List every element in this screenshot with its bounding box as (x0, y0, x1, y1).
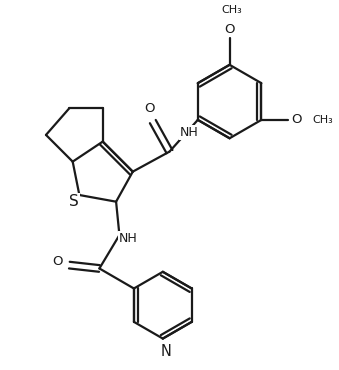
Text: NH: NH (118, 232, 137, 245)
Text: O: O (144, 102, 155, 115)
Text: O: O (224, 23, 235, 36)
Text: S: S (69, 194, 79, 209)
Text: CH₃: CH₃ (221, 5, 242, 15)
Text: O: O (291, 113, 302, 127)
Text: O: O (53, 255, 63, 268)
Text: N: N (161, 344, 172, 359)
Text: NH: NH (179, 126, 198, 139)
Text: CH₃: CH₃ (313, 115, 334, 125)
